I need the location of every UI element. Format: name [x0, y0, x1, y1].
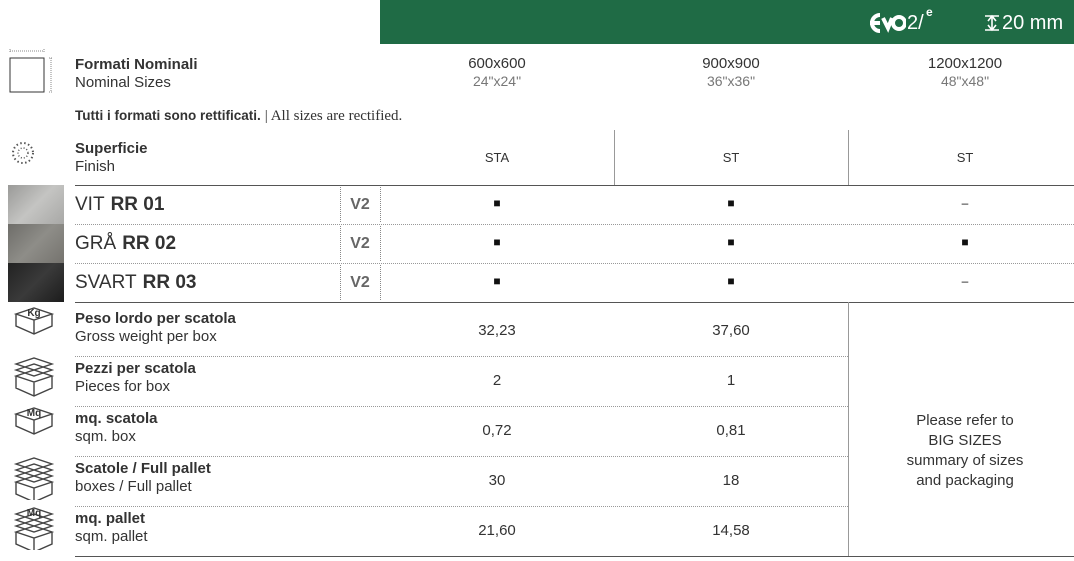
label-en: Gross weight per box	[75, 328, 217, 345]
row-rule	[75, 406, 848, 408]
variant: V2	[340, 235, 380, 253]
size-metric: 1200x1200	[848, 55, 1074, 72]
divider	[848, 130, 849, 185]
label-en: sqm. pallet	[75, 528, 148, 545]
label-it: mq. scatola	[75, 410, 158, 427]
pack-value: 37,60	[614, 322, 848, 339]
variant-border	[380, 226, 382, 261]
logo-text: 2/	[907, 12, 924, 35]
rule	[75, 302, 1074, 303]
box-icon	[12, 456, 56, 500]
finish-value: ST	[614, 151, 848, 166]
variant-border	[380, 265, 382, 300]
variant: V2	[340, 196, 380, 214]
icon-label: Mq	[12, 408, 56, 420]
pack-value: 0,72	[380, 422, 614, 439]
rule	[75, 556, 1074, 557]
availability: ■	[614, 197, 848, 211]
product-prefix: VIT	[75, 194, 105, 215]
size-metric: 600x600	[380, 55, 614, 72]
pack-value: 14,58	[614, 522, 848, 539]
label-en: Pieces for box	[75, 378, 170, 395]
swatch	[8, 224, 64, 263]
size-imperial: 48"x48"	[848, 73, 1074, 89]
note-rest: | All sizes are rectified.	[265, 108, 403, 124]
row-rule	[75, 263, 1074, 265]
header-bar	[380, 0, 1074, 44]
label-it: Superficie	[75, 140, 148, 157]
availability: –	[848, 275, 1074, 289]
label-it: mq. pallet	[75, 510, 145, 527]
row-rule	[75, 356, 848, 358]
label-it: Formati Nominali	[75, 56, 198, 73]
product-code: RR 03	[143, 272, 197, 293]
size-icon	[6, 48, 56, 96]
logo-sup: e	[926, 6, 933, 20]
availability: –	[848, 197, 1074, 211]
product-prefix: SVART	[75, 272, 137, 293]
pack-value: 18	[614, 472, 848, 489]
variant-border	[340, 226, 342, 261]
rule	[75, 185, 1074, 186]
variant-border	[340, 265, 342, 300]
variant-border	[340, 187, 342, 222]
icon-label: Kg	[12, 308, 56, 320]
label-en: Nominal Sizes	[75, 74, 171, 91]
row-rule	[75, 506, 848, 508]
size-imperial: 36"x36"	[614, 73, 848, 89]
row-rule	[75, 224, 1074, 226]
availability: ■	[380, 275, 614, 289]
pack-value: 2	[380, 372, 614, 389]
page: 2/e 20 mm Formati NominaliNominal Sizes 600…	[0, 0, 1074, 561]
pack-value: 32,23	[380, 322, 614, 339]
label-it: Pezzi per scatola	[75, 360, 196, 377]
pack-value: 0,81	[614, 422, 848, 439]
availability: ■	[380, 236, 614, 250]
swatch	[8, 185, 64, 224]
label-it: Peso lordo per scatola	[75, 310, 236, 327]
row-rule	[75, 456, 848, 458]
finish-value: ST	[848, 151, 1074, 166]
label-en: sqm. box	[75, 428, 136, 445]
finish-icon	[10, 140, 36, 166]
thickness: 20 mm	[1002, 12, 1063, 35]
product-name: SVART RR 03	[75, 272, 196, 294]
availability: ■	[614, 236, 848, 250]
pack-value: 1	[614, 372, 848, 389]
product-code: RR 01	[111, 194, 165, 215]
label-en: boxes / Full pallet	[75, 478, 192, 495]
availability: ■	[614, 275, 848, 289]
pack-value: 30	[380, 472, 614, 489]
divider	[848, 302, 849, 556]
icon-label: Mq	[12, 508, 56, 520]
label-it: Scatole / Full pallet	[75, 460, 211, 477]
availability: ■	[848, 236, 1074, 250]
size-imperial: 24"x24"	[380, 73, 614, 89]
product-name: GRÅ RR 02	[75, 233, 176, 255]
finish-value: STA	[380, 151, 614, 166]
note-bold: Tutti i formati sono rettificati.	[75, 108, 261, 123]
thickness-icon	[984, 13, 1000, 33]
divider	[614, 130, 615, 185]
variant: V2	[340, 274, 380, 292]
swatch	[8, 263, 64, 302]
brand-logo	[866, 10, 906, 36]
pack-note: Please refer to BIG SIZES summary of siz…	[905, 411, 1025, 491]
product-code: RR 02	[122, 233, 176, 254]
box-icon	[12, 356, 56, 400]
availability: ■	[380, 197, 614, 211]
product-name: VIT RR 01	[75, 194, 164, 216]
note: Tutti i formati sono rettificati. | All s…	[75, 108, 402, 125]
label-en: Finish	[75, 158, 115, 175]
pack-value: 21,60	[380, 522, 614, 539]
size-metric: 900x900	[614, 55, 848, 72]
variant-border	[380, 187, 382, 222]
product-prefix: GRÅ	[75, 233, 116, 254]
